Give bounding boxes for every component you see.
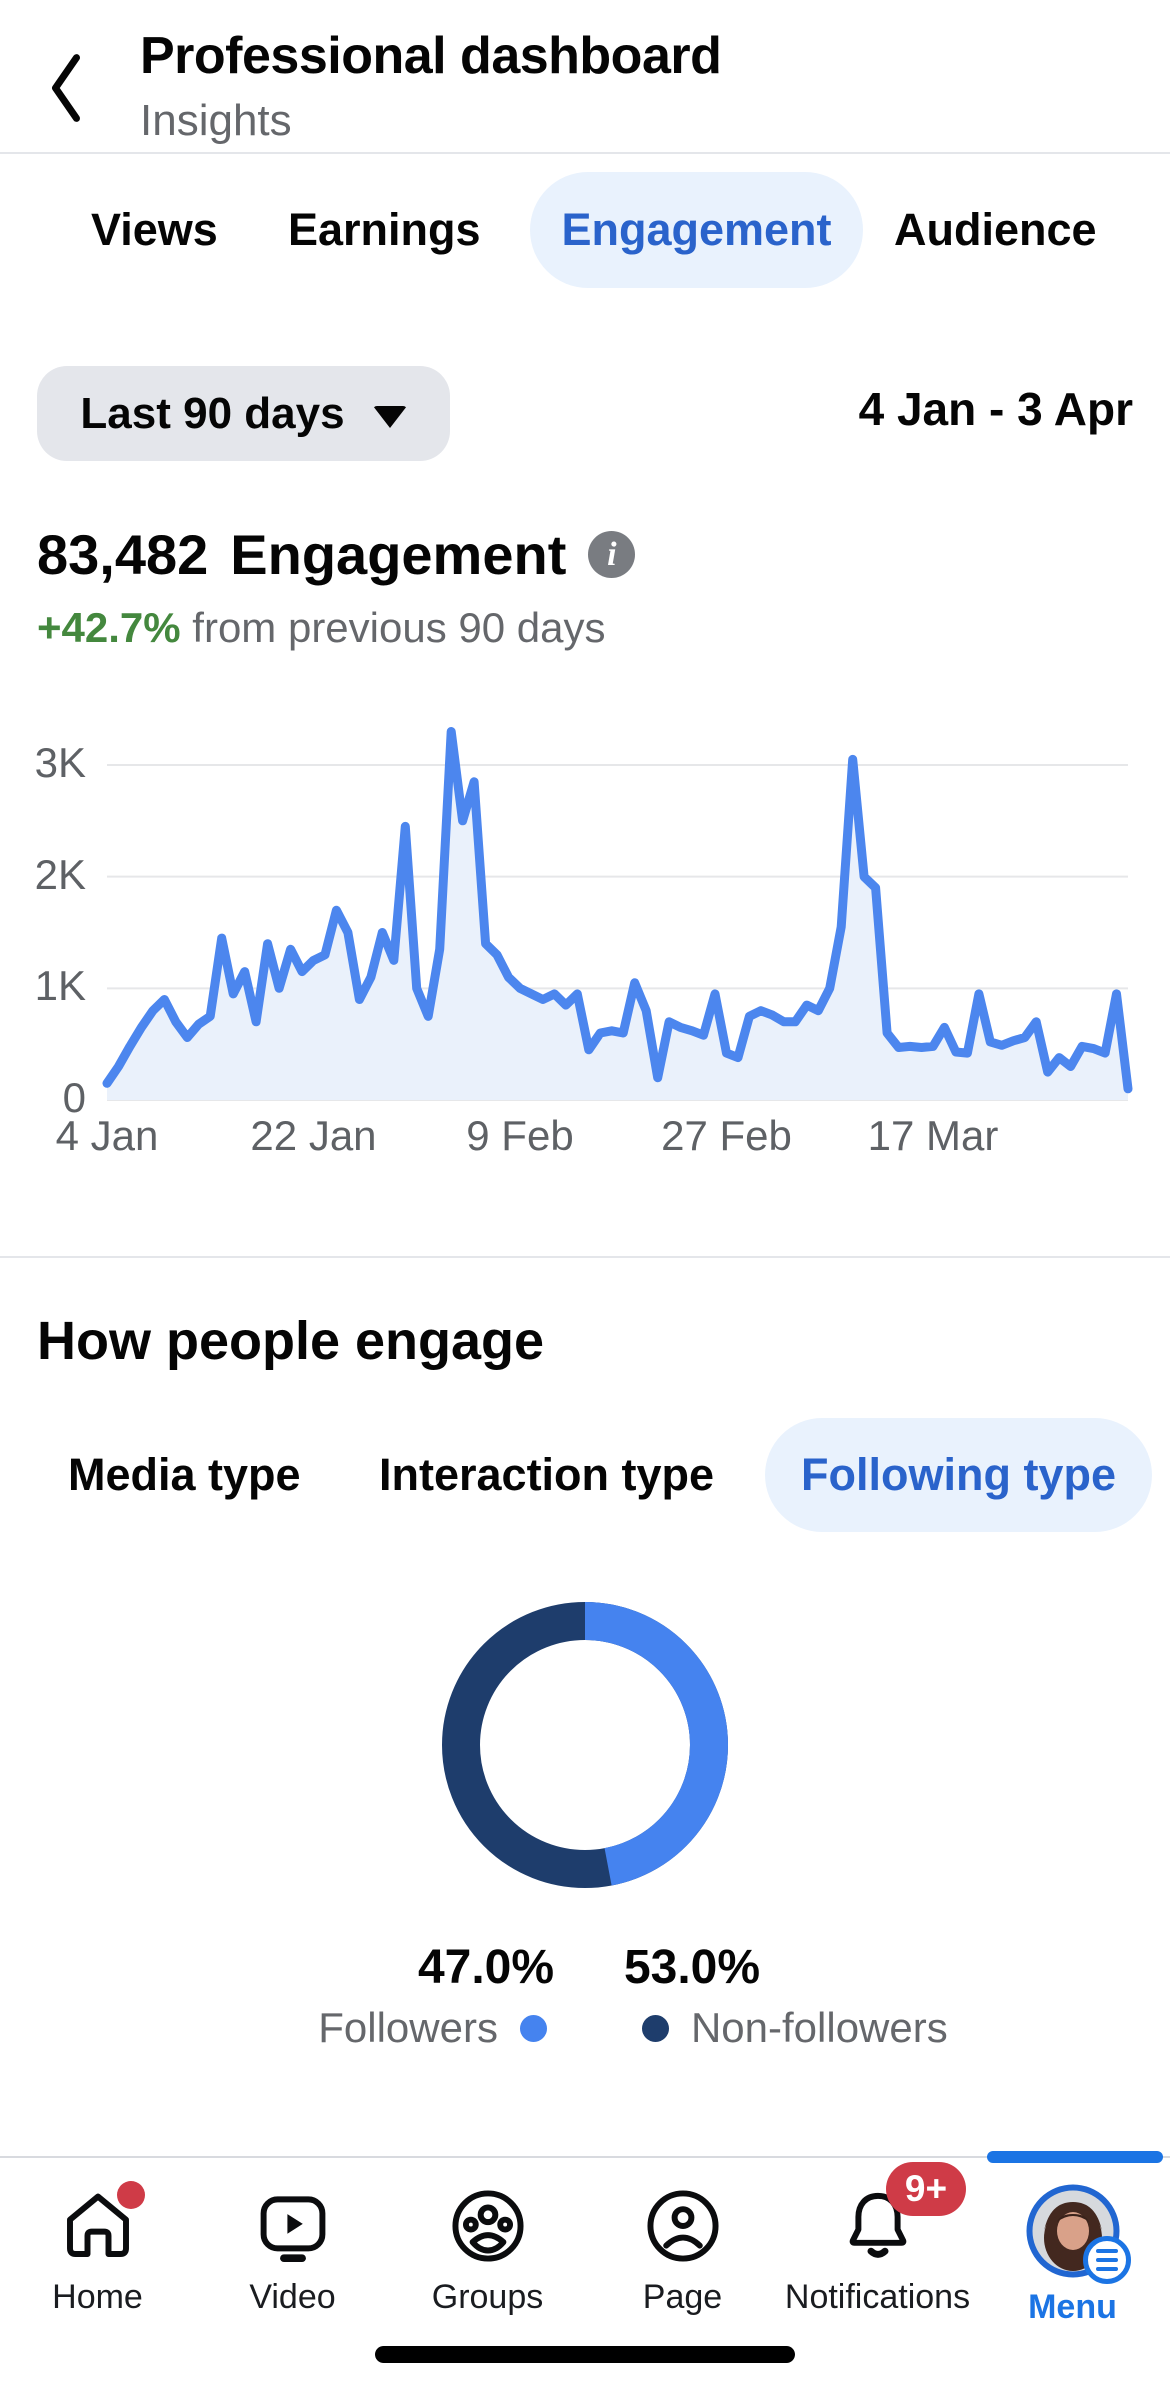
video-icon: [260, 2196, 325, 2263]
y-axis-tick: 2K: [34, 850, 86, 898]
donut-legend: Followers Non-followers: [0, 2004, 1170, 2052]
followers-dot-icon: [519, 2014, 547, 2042]
subtab-media-type[interactable]: Media type: [68, 1449, 301, 1500]
section-divider: [0, 1256, 1170, 1258]
date-range-text: 4 Jan - 3 Apr: [858, 383, 1133, 435]
change-line: +42.7% from previous 90 days: [37, 604, 606, 652]
groups-icon: [451, 2190, 524, 2262]
active-tab-indicator: [987, 2151, 1163, 2163]
engagement-summary: 83,482 Engagement i: [37, 522, 636, 587]
nav-label-groups: Groups: [431, 2278, 544, 2316]
nav-label-page: Page: [642, 2278, 723, 2316]
line-chart-canvas: [102, 727, 1133, 1101]
tab-audience[interactable]: Audience: [894, 204, 1097, 255]
nav-label-notifications: Notifications: [784, 2278, 971, 2316]
x-axis-tick: 17 Mar: [867, 1112, 999, 1159]
nav-item-page[interactable]: Page: [585, 2158, 780, 2389]
info-icon[interactable]: i: [588, 531, 636, 578]
legend-item-followers: Followers: [318, 2004, 547, 2052]
date-range-selector-label: Last 90 days: [80, 388, 345, 438]
back-button[interactable]: [30, 40, 102, 136]
legend-item-non-followers: Non-followers: [641, 2004, 948, 2052]
bottom-navigation-bar: Home Video Groups Page 9+: [0, 2151, 1170, 2389]
x-axis-tick: 4 Jan: [55, 1112, 159, 1159]
nav-item-video[interactable]: Video: [195, 2158, 390, 2389]
avatar-wrap: [1026, 2184, 1131, 2284]
caret-down-icon: [372, 405, 407, 428]
y-axis-tick: 0: [62, 1074, 86, 1121]
tab-earnings[interactable]: Earnings: [288, 204, 481, 255]
home-notification-dot: [117, 2181, 145, 2209]
y-axis-tick: 3K: [34, 739, 86, 786]
tab-engagement[interactable]: Engagement: [530, 172, 863, 288]
subtab-interaction-type[interactable]: Interaction type: [379, 1449, 715, 1500]
subtab-following-type[interactable]: Following type: [765, 1418, 1152, 1532]
y-axis-tick: 1K: [34, 962, 86, 1010]
date-range-selector[interactable]: Last 90 days: [37, 366, 450, 461]
engagement-value: 83,482: [37, 523, 209, 586]
followers-percent: 47.0%: [417, 1941, 555, 1994]
menu-hamburger-badge-icon: [1082, 2236, 1131, 2284]
notifications-count-badge: 9+: [886, 2162, 966, 2216]
home-icon: [66, 2193, 129, 2257]
x-axis-tick: 9 Feb: [466, 1112, 574, 1159]
legend-label-followers: Followers: [318, 2004, 498, 2051]
change-percent: +42.7%: [37, 604, 181, 651]
chevron-left-icon: [52, 54, 80, 122]
nav-item-home[interactable]: Home: [0, 2158, 195, 2389]
section-title: How people engage: [37, 1311, 545, 1371]
x-axis-tick: 27 Feb: [661, 1112, 792, 1159]
tab-views[interactable]: Views: [91, 204, 218, 255]
page-title: Professional dashboard: [140, 27, 722, 85]
engagement-line-chart: 0 1K 2K 3K 4 Jan 22 Jan 9 Feb 27 Feb 17 Mar: [0, 700, 1170, 1170]
page-subtitle: Insights: [140, 96, 292, 145]
nav-label-menu: Menu: [1028, 2288, 1117, 2326]
home-indicator[interactable]: [375, 2346, 795, 2363]
nav-item-menu[interactable]: Menu: [975, 2158, 1170, 2389]
nav-label-home: Home: [52, 2278, 143, 2316]
header-divider: [0, 152, 1170, 154]
page-icon: [646, 2190, 719, 2262]
x-axis-tick: 22 Jan: [250, 1112, 377, 1159]
legend-label-non-followers: Non-followers: [690, 2004, 948, 2051]
nav-item-groups[interactable]: Groups: [390, 2158, 585, 2389]
nav-item-notifications[interactable]: 9+ Notifications: [780, 2158, 975, 2389]
non-followers-percent: 53.0%: [623, 1941, 761, 1994]
change-context: from previous 90 days: [192, 604, 606, 651]
nav-label-video: Video: [249, 2278, 336, 2316]
non-followers-dot-icon: [641, 2014, 669, 2042]
engagement-metric-label: Engagement: [230, 523, 567, 586]
following-type-donut-chart: [442, 1602, 728, 1888]
